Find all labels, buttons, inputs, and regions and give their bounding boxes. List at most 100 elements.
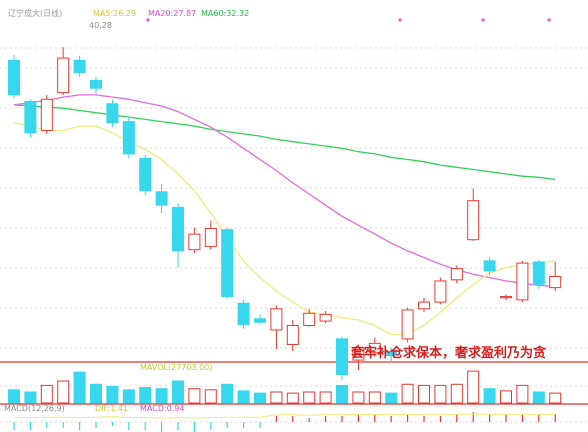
signal-marker-0 bbox=[146, 18, 150, 22]
candle-body bbox=[254, 318, 266, 323]
candle-body bbox=[401, 309, 414, 340]
volume-bar-29 bbox=[483, 388, 496, 404]
volume-bar-13 bbox=[221, 383, 234, 404]
volume-bar-31 bbox=[516, 384, 529, 404]
stock-title: 辽宁成大(日线) bbox=[8, 8, 62, 18]
moving-average-lines bbox=[13, 94, 556, 336]
volume-bar-19 bbox=[319, 391, 332, 404]
candle-12 bbox=[204, 220, 217, 250]
ma20-line bbox=[13, 94, 556, 288]
candle-15 bbox=[254, 314, 266, 325]
candle-11 bbox=[188, 227, 201, 254]
volume-bar-10 bbox=[172, 380, 184, 404]
candle-2 bbox=[40, 94, 53, 134]
candle-body bbox=[385, 350, 398, 357]
candle-body bbox=[319, 313, 332, 322]
candle-body bbox=[516, 262, 529, 301]
candle-10 bbox=[172, 202, 184, 268]
candle-body bbox=[500, 296, 512, 299]
candle-body bbox=[418, 301, 430, 310]
volume-bar-14 bbox=[237, 390, 250, 404]
volume-bar-21 bbox=[352, 391, 365, 404]
candle-body bbox=[188, 233, 201, 251]
candle-4 bbox=[73, 55, 86, 78]
candle-body bbox=[24, 101, 37, 134]
macd-value-label: MACD:0.94 bbox=[140, 404, 185, 413]
candle-26 bbox=[434, 277, 447, 305]
candle-body bbox=[303, 312, 316, 327]
volume-label: MAVOL(27703.00) bbox=[140, 363, 212, 372]
candle-body bbox=[549, 275, 562, 289]
ma20-label: MA20:27.87 bbox=[148, 9, 196, 18]
volume-bar-8 bbox=[139, 387, 152, 404]
top-markers bbox=[146, 18, 551, 22]
candle-body bbox=[106, 103, 119, 124]
candle-body bbox=[336, 338, 348, 376]
ma5-line bbox=[13, 122, 556, 336]
volume-bar-33 bbox=[549, 392, 562, 404]
candle-body bbox=[155, 191, 168, 206]
macd-dif-line bbox=[14, 413, 556, 419]
candle-25 bbox=[418, 297, 430, 313]
peak-price-label: 40.28 bbox=[89, 21, 112, 30]
candle-27 bbox=[450, 265, 463, 284]
candle-body bbox=[237, 302, 250, 325]
volume-bar-25 bbox=[418, 384, 430, 404]
ma60-line bbox=[13, 104, 556, 181]
candle-body bbox=[286, 325, 299, 345]
volume-bar-9 bbox=[155, 388, 168, 404]
candle-body bbox=[90, 79, 102, 89]
volume-bar-23 bbox=[385, 392, 398, 404]
candle-20 bbox=[336, 336, 348, 381]
volume-panel bbox=[8, 370, 562, 404]
candle-body bbox=[221, 229, 234, 298]
candle-7 bbox=[122, 117, 135, 159]
volume-bar-27 bbox=[450, 383, 463, 404]
volume-bar-26 bbox=[434, 384, 447, 404]
candle-body bbox=[532, 261, 545, 285]
volume-bar-12 bbox=[204, 389, 217, 404]
macd-dif-label: DIF:1.41 bbox=[95, 404, 128, 413]
macd-panel bbox=[13, 412, 556, 432]
candle-31 bbox=[516, 260, 529, 303]
candle-6 bbox=[106, 99, 119, 128]
candle-body bbox=[368, 342, 381, 353]
volume-bar-6 bbox=[106, 386, 119, 404]
candle-body bbox=[352, 347, 365, 361]
volume-bar-20 bbox=[336, 384, 348, 404]
signal-marker-1 bbox=[398, 18, 402, 22]
candle-22 bbox=[368, 337, 381, 357]
candle-19 bbox=[319, 311, 332, 324]
candle-8 bbox=[139, 155, 152, 196]
volume-bar-22 bbox=[368, 391, 381, 404]
candle-body bbox=[450, 268, 463, 281]
candle-body bbox=[57, 57, 70, 94]
volume-bar-7 bbox=[122, 389, 135, 404]
ma60-label: MA60:32.32 bbox=[201, 9, 249, 18]
candle-body bbox=[434, 280, 447, 303]
candle-21 bbox=[352, 344, 365, 371]
candle-body bbox=[8, 59, 20, 96]
signal-marker-3 bbox=[547, 18, 551, 22]
candle-body bbox=[139, 157, 152, 192]
signal-marker-2 bbox=[481, 18, 485, 22]
price-grid bbox=[0, 47, 588, 423]
volume-bar-11 bbox=[188, 388, 201, 404]
candle-14 bbox=[237, 299, 250, 329]
volume-bar-3 bbox=[57, 380, 70, 404]
candle-32 bbox=[532, 259, 545, 289]
volume-bar-15 bbox=[254, 392, 266, 404]
candle-29 bbox=[483, 257, 496, 276]
candle-28 bbox=[467, 188, 480, 241]
candle-30 bbox=[500, 294, 512, 300]
volume-bar-2 bbox=[40, 384, 53, 404]
volume-bar-16 bbox=[270, 391, 283, 404]
candle-33 bbox=[549, 262, 562, 291]
candle-9 bbox=[155, 184, 168, 213]
volume-bar-1 bbox=[24, 391, 37, 404]
volume-bar-0 bbox=[8, 389, 20, 404]
candle-17 bbox=[286, 319, 299, 352]
candle-18 bbox=[303, 308, 316, 327]
candle-23 bbox=[385, 347, 398, 363]
